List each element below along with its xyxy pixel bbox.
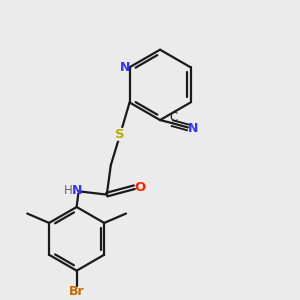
Text: O: O xyxy=(134,181,146,194)
Text: H: H xyxy=(64,184,73,197)
Text: C: C xyxy=(169,111,177,124)
Text: N: N xyxy=(188,122,199,135)
Text: S: S xyxy=(116,128,125,141)
Text: Br: Br xyxy=(69,285,85,298)
Text: N: N xyxy=(120,61,130,74)
Text: N: N xyxy=(71,184,82,197)
